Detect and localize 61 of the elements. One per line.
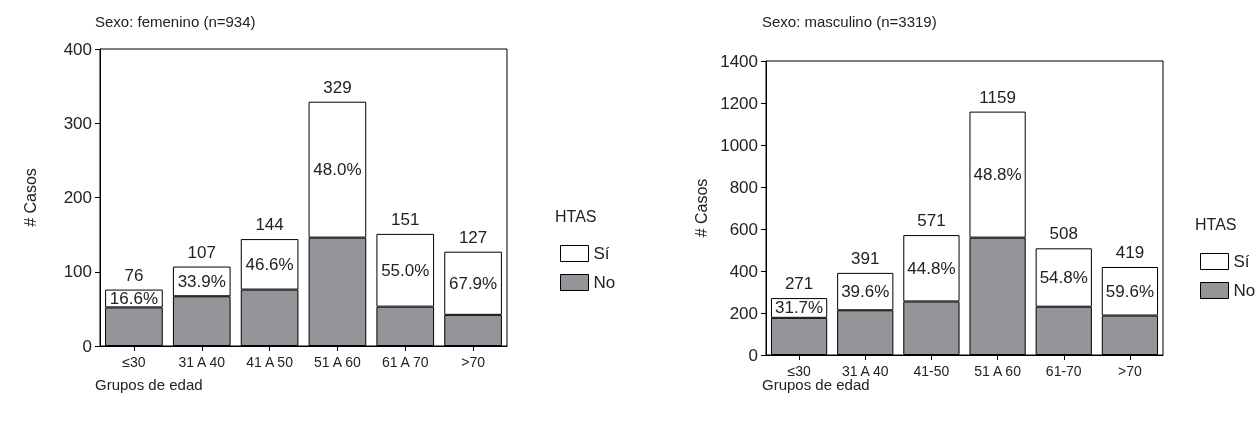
x-tick-label: 31 A 40 <box>178 354 226 370</box>
y-tick-label: 400 <box>729 261 758 281</box>
legend-label: No <box>1233 281 1256 300</box>
y-axis-title: # Casos <box>21 168 39 227</box>
x-tick-label: 51 A 60 <box>974 363 1022 379</box>
chart-title: Sexo: femenino (n=934) <box>95 13 256 30</box>
total-label: 144 <box>255 215 284 235</box>
total-label: 151 <box>391 209 420 229</box>
annotation: 31.7% <box>774 298 824 318</box>
annotation: 48.8% <box>973 165 1022 185</box>
y-tick-label: 600 <box>729 219 758 239</box>
x-axis-title: Grupos de edad <box>762 376 870 393</box>
total-label: 127 <box>458 227 488 247</box>
annotation: 67.9% <box>448 273 498 293</box>
y-tick-label: 1200 <box>720 93 758 113</box>
total-label: 419 <box>1115 243 1145 263</box>
y-tick-label: 100 <box>63 262 92 282</box>
y-tick-label: 300 <box>63 113 92 133</box>
legend-label: No <box>593 273 616 292</box>
y-tick-label: 200 <box>63 188 92 207</box>
x-tick-label: >70 <box>1118 363 1142 379</box>
total-label: 508 <box>1049 224 1078 244</box>
total-label: 76 <box>124 265 144 285</box>
y-tick-label: 1400 <box>720 51 758 71</box>
x-tick-label: 51 A 60 <box>314 354 361 370</box>
x-tick-label: 41-50 <box>913 363 950 379</box>
x-tick-label: 61 A 70 <box>381 354 429 370</box>
y-tick-label: 0 <box>748 345 758 365</box>
y-tick-label: 1000 <box>720 135 758 155</box>
annotation: 59.6% <box>1105 281 1155 301</box>
annotation: 55.0% <box>381 260 430 280</box>
annotation: 16.6% <box>109 288 159 308</box>
annotation: 48.0% <box>313 160 362 180</box>
x-tick-label: 41 A 50 <box>246 354 294 370</box>
total-label: 1159 <box>979 87 1016 107</box>
y-tick-label: 0 <box>82 336 92 356</box>
annotation: 46.6% <box>245 254 294 274</box>
legend-title: HTAS <box>555 207 597 225</box>
x-tick-label: 61-70 <box>1045 363 1082 379</box>
annotation: 44.8% <box>907 258 956 278</box>
legend-title: HTAS <box>1195 215 1237 233</box>
x-tick-label: >70 <box>461 354 486 370</box>
y-axis-title: # Casos <box>692 178 710 238</box>
total-label: 571 <box>917 211 946 231</box>
x-tick-label: ≤30 <box>787 363 811 379</box>
x-tick-label: ≤30 <box>122 354 146 370</box>
total-label: 329 <box>323 77 352 97</box>
annotation: 54.8% <box>1039 268 1088 288</box>
legend-label: Sí <box>593 244 610 263</box>
total-label: 107 <box>187 242 216 262</box>
x-tick-label: 31 A 40 <box>841 363 889 379</box>
y-tick-label: 200 <box>729 303 758 323</box>
total-label: 391 <box>851 248 880 268</box>
legend-label: Sí <box>1233 252 1250 271</box>
y-tick-label: 800 <box>729 177 758 197</box>
annotation: 39.6% <box>841 282 890 302</box>
chart-title: Sexo: masculino (n=3319) <box>762 13 937 30</box>
y-tick-label: 400 <box>63 39 92 59</box>
total-label: 271 <box>784 274 814 294</box>
annotation: 33.9% <box>177 271 226 291</box>
x-axis-title: Grupos de edad <box>95 376 203 393</box>
